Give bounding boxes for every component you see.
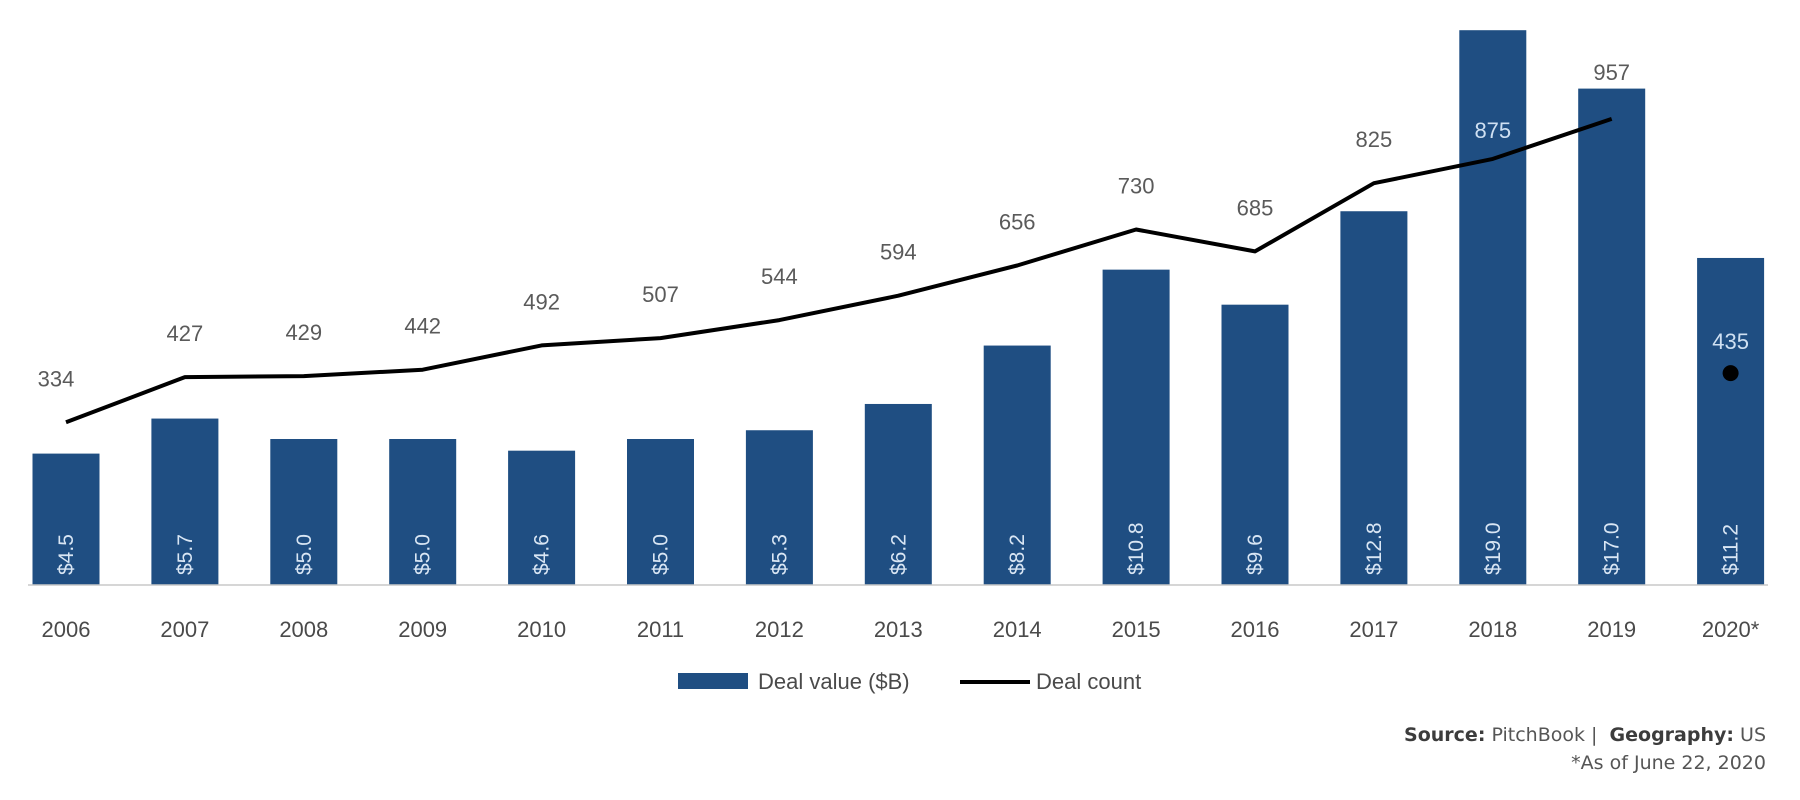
x-tick-label: 2013 <box>874 617 923 642</box>
x-tick-label: 2016 <box>1231 617 1280 642</box>
bar-value-label: $4.6 <box>531 534 554 575</box>
bar-value-label: $5.3 <box>768 534 791 575</box>
deal-count-label: 656 <box>999 210 1036 235</box>
bar-2017 <box>1340 211 1408 586</box>
x-tick-label: 2008 <box>279 617 328 642</box>
bar-value-label: $9.6 <box>1244 534 1267 575</box>
deal-count-label: 825 <box>1356 127 1393 152</box>
legend-label-deal-value: Deal value ($B) <box>758 669 910 694</box>
source-value: PitchBook | <box>1491 724 1598 746</box>
x-tick-label: 2006 <box>42 617 91 642</box>
deal-count-label: 427 <box>167 321 204 346</box>
bar-2014 <box>983 345 1051 585</box>
deal-count-labels: 334 427 429 442 492 507 544 594 656 730 685 825 875 9… <box>38 60 1749 391</box>
bar-value-label: $5.7 <box>174 534 197 575</box>
deal-count-label: 492 <box>523 289 560 314</box>
bar-value-label: $10.8 <box>1125 522 1148 575</box>
bar-2015 <box>1102 269 1170 585</box>
combo-chart: $4.5 $5.7 $5.0 $5.0 $4.6 $5.0 $5.3 $6.2 $8.2 $10.… <box>28 30 1768 694</box>
x-tick-label: 2017 <box>1349 617 1398 642</box>
bar-2019 <box>1578 88 1646 585</box>
legend: Deal value ($B) Deal count <box>678 669 1141 694</box>
x-tick-label: 2018 <box>1468 617 1517 642</box>
source-label: Source: <box>1404 724 1486 746</box>
deal-count-label: 435 <box>1712 329 1749 354</box>
legend-swatch-deal-value <box>678 673 748 689</box>
geography-value: US <box>1740 724 1766 746</box>
deal-count-point-2020 <box>1722 365 1739 382</box>
bar-value-label: $11.2 <box>1720 524 1743 575</box>
deal-count-label: 429 <box>285 320 322 345</box>
bar-2010 <box>508 450 576 585</box>
x-tick-label: 2020* <box>1702 617 1760 642</box>
x-tick-label: 2012 <box>755 617 804 642</box>
bar-value-label: $5.0 <box>412 534 435 575</box>
bar-2009 <box>389 439 457 585</box>
x-tick-label: 2009 <box>398 617 447 642</box>
bar-value-label: $4.5 <box>55 534 78 575</box>
bar-2008 <box>270 439 338 585</box>
x-tick-label: 2019 <box>1587 617 1636 642</box>
bar-value-label: $5.0 <box>293 534 316 575</box>
bar-2018 <box>1459 30 1527 585</box>
as-of-note: *As of June 22, 2020 <box>1571 752 1766 774</box>
x-tick-label: 2007 <box>160 617 209 642</box>
bar-value-label: $8.2 <box>1006 534 1029 575</box>
bar-value-label: $5.0 <box>650 534 673 575</box>
bar-value-label: $17.0 <box>1601 522 1624 575</box>
bar-2012 <box>745 430 813 585</box>
deal-count-label: 544 <box>761 264 798 289</box>
bar-value-label: $19.0 <box>1482 522 1505 575</box>
bar-2020 <box>1697 257 1765 585</box>
deal-count-label: 507 <box>642 282 679 307</box>
bar-value-labels: $4.5 $5.7 $5.0 $5.0 $4.6 $5.0 $5.3 $6.2 $8.2 $10.… <box>55 522 1743 575</box>
deal-count-label: 957 <box>1593 60 1630 85</box>
bar-2011 <box>627 439 694 585</box>
bar-2013 <box>864 403 932 585</box>
x-tick-label: 2015 <box>1112 617 1161 642</box>
deal-count-label: 875 <box>1474 118 1511 143</box>
deal-count-points <box>1722 365 1739 382</box>
x-axis-tick-labels: 2006 2007 2008 2009 2010 2011 2012 2013 2014 2015… <box>42 617 1760 642</box>
bar-2006 <box>32 453 100 585</box>
source-attribution: Source: PitchBook | Geography: US <box>1404 724 1766 746</box>
deal-count-label: 594 <box>880 240 917 265</box>
x-tick-label: 2010 <box>517 617 566 642</box>
legend-label-deal-count: Deal count <box>1036 669 1141 694</box>
geography-label: Geography: <box>1609 724 1734 746</box>
deal-count-line <box>65 117 1613 425</box>
x-tick-label: 2011 <box>637 617 684 642</box>
bar-2007 <box>151 418 219 585</box>
bar-value-label: $12.8 <box>1363 522 1386 575</box>
bar-value-label: $6.2 <box>887 534 910 575</box>
deal-count-label: 334 <box>38 366 75 391</box>
bars-group <box>32 30 1765 586</box>
deal-count-label: 442 <box>404 314 441 339</box>
deal-count-label: 730 <box>1118 173 1155 198</box>
deal-count-label: 685 <box>1237 195 1274 220</box>
bar-2016 <box>1221 304 1289 585</box>
x-tick-label: 2014 <box>993 617 1042 642</box>
